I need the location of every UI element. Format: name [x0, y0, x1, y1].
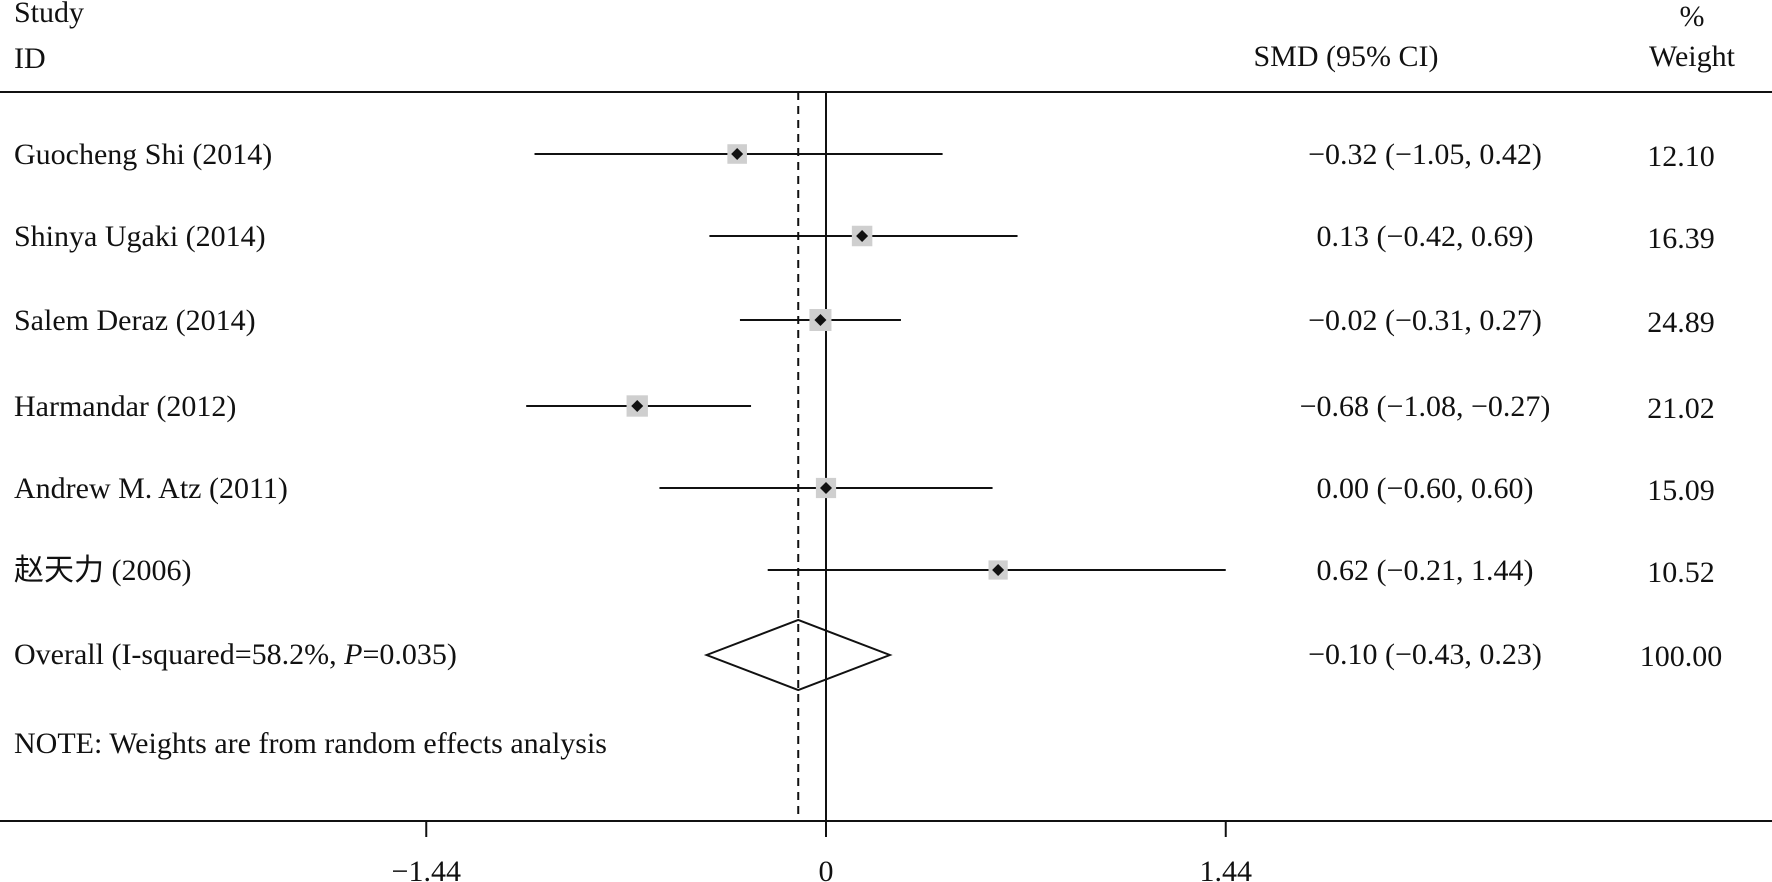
- header-percent: %: [1680, 0, 1705, 33]
- study-ci-text: 0.13 (−0.42, 0.69): [1317, 220, 1534, 253]
- study-row: Guocheng Shi (2014) −0.32 (−1.05, 0.42) 12…: [14, 138, 1715, 173]
- study-ci-text: −0.68 (−1.08, −0.27): [1300, 390, 1551, 423]
- overall-weight: 100.00: [1640, 640, 1723, 673]
- note: NOTE: Weights are from random effects an…: [14, 727, 607, 760]
- overall-label: Overall (I-squared=58.2%, P=0.035): [14, 638, 457, 671]
- study-row: Harmandar (2012) −0.68 (−1.08, −0.27) 21.0…: [14, 390, 1715, 425]
- header-id: ID: [14, 42, 46, 75]
- study-ci-text: −0.02 (−0.31, 0.27): [1308, 304, 1542, 337]
- study-row: Shinya Ugaki (2014) 0.13 (−0.42, 0.69) 16.…: [14, 220, 1715, 255]
- overall-ci-text: −0.10 (−0.43, 0.23): [1308, 638, 1542, 671]
- study-label: Salem Deraz (2014): [14, 304, 256, 337]
- x-tick-label: 1.44: [1199, 855, 1252, 882]
- header-effect: SMD (95% CI): [1254, 40, 1439, 73]
- study-weight: 21.02: [1647, 392, 1715, 425]
- point-estimate: [814, 314, 827, 326]
- point-estimate: [820, 482, 832, 494]
- study-label: Harmandar (2012): [14, 390, 236, 423]
- study-label: Andrew M. Atz (2011): [14, 472, 288, 505]
- point-estimate: [856, 230, 869, 242]
- study-label: Shinya Ugaki (2014): [14, 220, 266, 253]
- study-row: Andrew M. Atz (2011) 0.00 (−0.60, 0.60) 15…: [14, 472, 1715, 507]
- x-tick-label: −1.44: [392, 855, 461, 882]
- overall-diamond: [703, 618, 893, 692]
- point-estimate: [731, 148, 744, 160]
- header-study: Study: [14, 0, 84, 29]
- study-weight: 24.89: [1647, 306, 1715, 339]
- study-ci-text: 0.62 (−0.21, 1.44): [1317, 554, 1534, 587]
- study-label: Guocheng Shi (2014): [14, 138, 272, 171]
- study-ci-text: 0.00 (−0.60, 0.60): [1317, 472, 1534, 505]
- study-weight: 15.09: [1647, 474, 1715, 507]
- study-ci-text: −0.32 (−1.05, 0.42): [1308, 138, 1542, 171]
- point-estimate: [992, 564, 1005, 576]
- study-weight: 16.39: [1647, 222, 1715, 255]
- x-tick-label: 0: [819, 855, 834, 882]
- point-estimate: [631, 400, 644, 412]
- study-weight: 10.52: [1647, 556, 1715, 589]
- study-weight: 12.10: [1647, 140, 1715, 173]
- header-weight: Weight: [1649, 40, 1736, 73]
- study-label: 赵天力 (2006): [14, 554, 191, 587]
- study-row: Salem Deraz (2014) −0.02 (−0.31, 0.27) 24.…: [14, 304, 1715, 339]
- study-row: 赵天力 (2006) 0.62 (−0.21, 1.44) 10.52: [14, 554, 1715, 589]
